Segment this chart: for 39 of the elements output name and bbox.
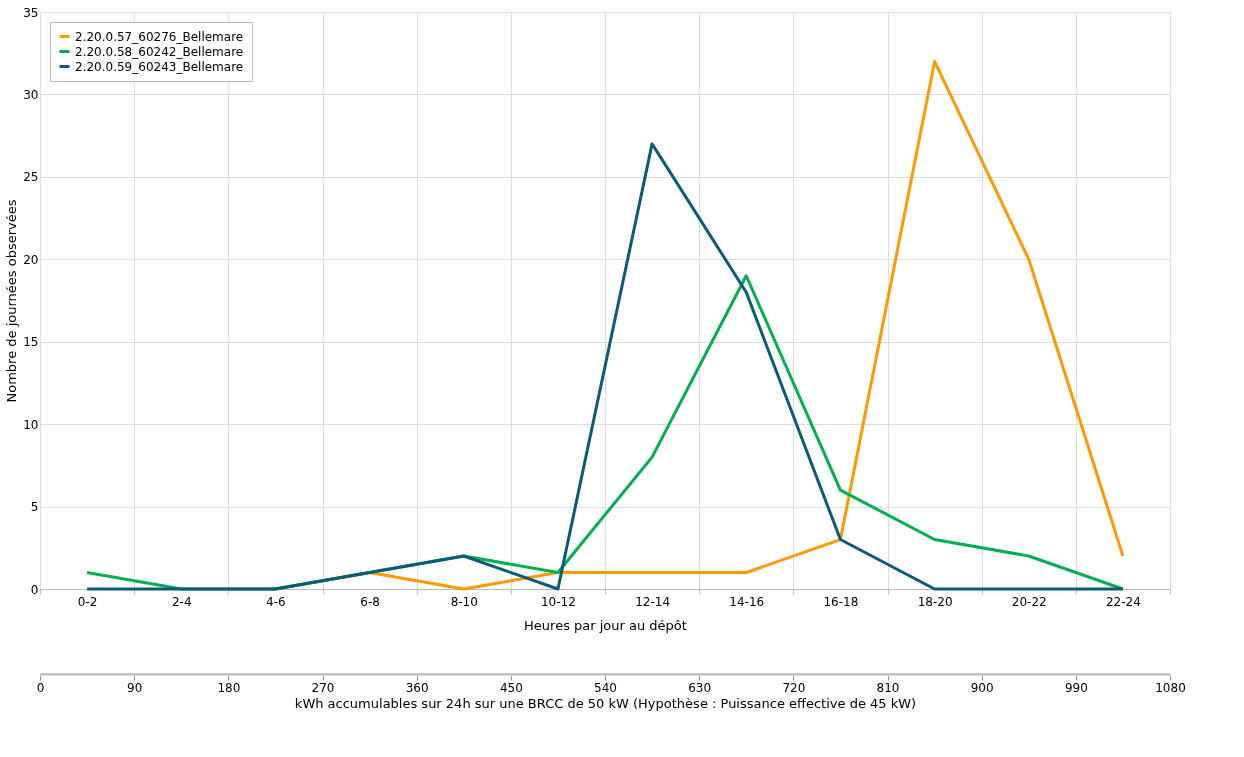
x-tick-label: 20-22 [1011, 594, 1047, 609]
x2-tick-label: 360 [405, 680, 429, 695]
x-tick-label: 14-16 [729, 594, 765, 609]
x2-tick-label: 90 [127, 680, 143, 695]
x-axis-title: Heures par jour au dépôt [524, 617, 687, 633]
x2-tick-label: 1080 [1155, 680, 1186, 695]
x-tick-label: 4-6 [266, 594, 286, 609]
x-tick-label: 6-8 [360, 594, 380, 609]
x-tick-label: 12-14 [635, 594, 671, 609]
line-series [85, 142, 1125, 591]
x-tick-label: 0-2 [77, 594, 98, 609]
y-tick-label: 30 [23, 87, 39, 102]
y-axis-title: Nombre de journées observées [4, 199, 20, 403]
x-tick-label: 8-10 [450, 594, 478, 609]
y-tick-label: 10 [23, 417, 39, 432]
x2-tick-label: 630 [688, 680, 712, 695]
x2-axis-title: kWh accumulables sur 24h sur une BRCC de 50 kW (Hypothèse : Puissance effective de 45 kW) [294, 695, 917, 711]
legend-label: 2.20.0.59_60243_Bellemare [75, 59, 244, 74]
x2-tick-label: 540 [594, 680, 617, 695]
y-tick-label: 20 [23, 252, 39, 267]
x2-tick-label: 990 [1064, 680, 1088, 695]
x2-tick-label: 900 [970, 680, 994, 695]
y-tick-label: 35 [23, 5, 39, 20]
x2-tick-label: 450 [499, 680, 523, 695]
x2-tick-label: 810 [876, 680, 900, 695]
legend-label: 2.20.0.57_60276_Bellemare [75, 29, 244, 44]
x-tick-label: 2-4 [171, 594, 192, 609]
legend-label: 2.20.0.58_60242_Bellemare [75, 44, 244, 59]
x2-tick-label: 180 [217, 680, 241, 695]
x-tick-label: 18-20 [917, 594, 953, 609]
x2-tick-label: 720 [782, 680, 806, 695]
y-tick-label: 5 [30, 500, 39, 515]
y-tick-label: 15 [23, 335, 39, 350]
x-tick-label: 22-24 [1105, 594, 1141, 609]
x-tick-label: 10-12 [540, 594, 576, 609]
y-tick-label: 0 [30, 582, 39, 597]
x-tick-label: 16-18 [823, 594, 859, 609]
x2-tick-label: 270 [311, 680, 335, 695]
y-tick-label: 25 [23, 170, 39, 185]
